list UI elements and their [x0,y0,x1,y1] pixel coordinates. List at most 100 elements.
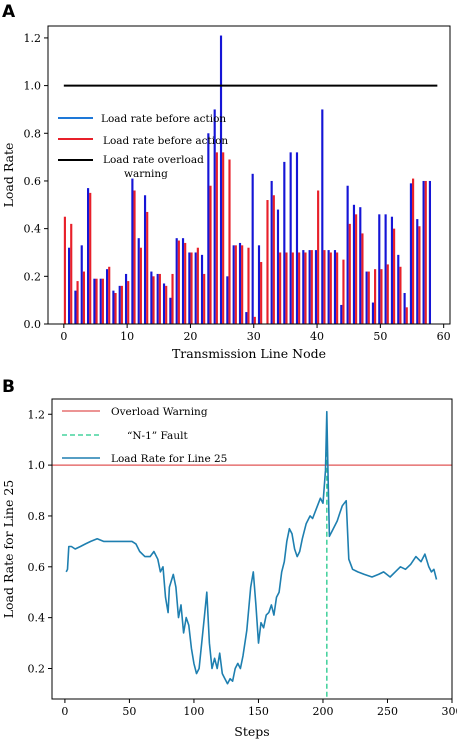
x-tick-label: 300 [442,705,457,718]
y-tick-label: 0.8 [24,127,42,140]
x-tick-label: 250 [377,705,398,718]
bar-red-node-26 [228,159,231,324]
bar-red-node-21 [196,247,199,324]
bar-red-node-45 [348,223,351,324]
bar-blue-node-33 [270,180,273,324]
bar-blue-node-24 [213,109,216,324]
bar-red-node-48 [367,271,370,324]
bar-blue-node-16 [162,283,166,324]
panel-b-y-label: Load Rate for Line 25 [1,480,16,619]
bar-red-node-36 [291,252,294,324]
bar-blue-node-48 [365,271,368,324]
x-tick-label: 30 [247,330,261,343]
bar-red-node-43 [336,252,339,324]
bar-blue-node-40 [314,250,318,324]
y-tick-label: 1.2 [24,32,42,45]
bar-blue-node-1 [68,247,71,324]
bar-red-node-52 [393,228,396,324]
x-tick-label: 200 [312,705,333,718]
line-25-load-rate [65,410,438,685]
bar-red-node-7 [108,266,111,324]
bar-red-node-57 [424,180,427,324]
bar-blue-node-41 [321,109,324,324]
bar-red-node-16 [165,285,168,324]
bar-blue-node-8 [112,290,115,324]
bar-red-node-54 [405,307,408,324]
panel-a-x-label: Transmission Line Node [172,346,326,361]
panel-a-y-ticks: 0.0 0.2 0.4 0.6 0.8 1.0 1.2 [24,32,48,331]
bar-blue-node-11 [131,178,134,324]
bar-blue-node-23 [207,133,210,324]
bar-red-node-50 [380,269,383,324]
x-tick-label: 40 [310,330,324,343]
bar-red-node-38 [304,252,307,324]
panel-a: A 0 10 20 30 40 50 60 0.0 0.2 0.4 0.6 0.8 1.0 1.2 Tr… [1,2,451,361]
bar-red-node-31 [260,262,263,324]
x-tick-label: 50 [373,330,387,343]
legend-label-black-line2: warning [124,168,168,180]
bar-red-node-12 [139,247,142,324]
bar-blue-node-14 [150,271,153,324]
bar-blue-node-46 [352,204,356,324]
panel-b-y-ticks: 0.2 0.4 0.6 0.8 1.0 1.2 [28,408,52,675]
x-tick-label: 10 [120,330,134,343]
bar-red-node-4 [89,192,92,324]
bar-red-node-24 [215,152,218,324]
bar-blue-node-52 [390,216,394,324]
y-tick-label: 0.6 [24,175,42,188]
panel-b-frame [51,398,453,700]
bar-red-node-34 [279,252,282,324]
panel-b-plot-area [52,410,452,699]
bar-blue-node-55 [409,183,413,324]
bar-blue-node-51 [384,214,387,324]
x-tick-label: 150 [248,705,269,718]
bar-blue-node-57 [422,180,425,324]
bar-blue-node-43 [333,250,337,324]
bar-blue-node-31 [257,245,261,324]
y-tick-label: 0.4 [24,223,42,236]
y-tick-label: 0.6 [28,561,46,574]
bar-red-node-28 [241,245,244,324]
bar-red-node-18 [177,240,180,324]
bar-blue-node-27 [232,245,235,324]
bar-blue-node-37 [295,152,299,324]
panel-a-legend: Load rate before action Load rate before… [58,113,228,180]
bar-blue-node-54 [403,293,406,324]
bar-blue-node-22 [200,254,204,324]
bar-red-node-39 [310,250,313,324]
bar-red-node-3 [82,271,85,324]
legend-label-line25: Load Rate for Line 25 [111,453,227,465]
bar-red-node-44 [342,259,345,324]
y-tick-label: 0.8 [28,510,46,523]
bar-red-node-30 [253,316,256,324]
bar-blue-node-17 [169,297,172,324]
bar-blue-node-34 [276,209,280,324]
bar-red-node-6 [101,278,104,324]
bar-blue-node-49 [371,302,375,324]
y-tick-label: 0.2 [28,662,46,675]
y-tick-label: 0.0 [24,318,42,331]
panel-b-x-label: Steps [234,724,269,739]
bar-blue-node-42 [327,250,330,324]
bar-blue-node-7 [105,269,109,324]
bar-red-node-5 [95,278,98,324]
bar-blue-node-47 [359,207,362,324]
bar-red-node-2 [76,281,79,324]
legend-label-red: Load rate before action [103,135,228,147]
legend-label-overload: Overload Warning [111,406,208,418]
bar-red-node-29 [247,247,250,324]
y-tick-label: 1.0 [28,459,46,472]
bar-red-node-10 [127,281,130,324]
bar-blue-node-36 [289,152,292,324]
panel-letter-b: B [2,377,15,397]
bar-red-node-41 [323,250,326,324]
bar-blue-node-30 [251,173,254,324]
bar-blue-node-6 [99,278,102,324]
bar-red-node-51 [386,264,389,324]
bar-blue-node-19 [181,238,185,324]
y-tick-label: 0.2 [24,270,42,283]
y-tick-label: 1.2 [28,408,46,421]
panel-letter-a: A [2,2,16,22]
